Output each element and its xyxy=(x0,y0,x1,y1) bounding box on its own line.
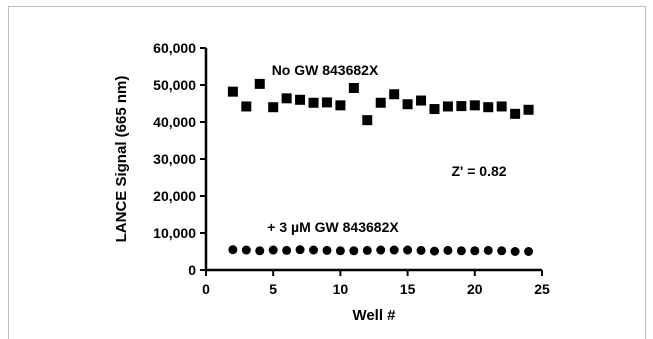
data-point-circle xyxy=(282,245,292,255)
data-point-square xyxy=(389,89,400,100)
data-point-square xyxy=(402,99,413,110)
data-point-circle xyxy=(255,246,265,256)
y-axis-title: LANCE Signal (665 nm) xyxy=(113,76,130,243)
data-point-square xyxy=(416,95,427,106)
x-ticks: 0 5 10 15 20 25 xyxy=(202,270,550,297)
data-point-square xyxy=(348,82,359,93)
data-point-circle xyxy=(322,245,332,255)
data-point-circle xyxy=(228,245,238,255)
data-point-circle xyxy=(456,246,466,256)
y-ticks: 0 10,000 20,000 30,000 40,000 50,000 60,000 xyxy=(153,40,206,278)
data-point-circle xyxy=(429,246,439,256)
data-point-square xyxy=(268,102,279,113)
data-point-square xyxy=(254,78,265,89)
data-point-square xyxy=(469,100,480,111)
x-tick-label: 25 xyxy=(534,281,550,297)
data-point-circle xyxy=(416,245,426,255)
data-point-circle xyxy=(524,247,534,256)
x-tick-label: 0 xyxy=(202,281,210,297)
data-point-circle xyxy=(443,245,453,255)
data-point-circle xyxy=(403,245,413,255)
data-point-square xyxy=(442,101,453,112)
data-point-square xyxy=(510,108,521,119)
series-label-no-gw: No GW 843682X xyxy=(272,62,379,78)
data-point-square xyxy=(241,101,252,112)
x-tick-label: 15 xyxy=(400,281,416,297)
data-point-circle xyxy=(510,247,520,256)
data-point-circle xyxy=(295,245,305,255)
data-point-square xyxy=(456,101,467,112)
x-tick-label: 5 xyxy=(269,281,277,297)
data-point-circle xyxy=(241,245,251,255)
data-point-square xyxy=(362,115,373,126)
data-point-square xyxy=(483,102,494,113)
figure-frame xyxy=(8,6,646,339)
data-point-circle xyxy=(268,245,278,255)
y-tick-label: 10,000 xyxy=(153,225,196,241)
series-layer xyxy=(227,78,534,256)
data-point-circle xyxy=(483,245,493,255)
data-point-square xyxy=(375,97,386,108)
x-axis-title: Well # xyxy=(352,307,396,324)
data-point-square xyxy=(496,101,507,112)
y-tick-label: 20,000 xyxy=(153,188,196,204)
x-tick-label: 20 xyxy=(467,281,483,297)
series-no-gw xyxy=(227,78,534,126)
data-point-circle xyxy=(362,245,372,255)
y-tick-label: 30,000 xyxy=(153,151,196,167)
data-point-square xyxy=(335,100,346,111)
series-plus-gw xyxy=(228,245,534,256)
data-point-square xyxy=(308,97,319,108)
data-point-circle xyxy=(309,245,319,255)
data-point-square xyxy=(429,104,440,115)
data-point-square xyxy=(523,104,534,115)
y-tick-label: 40,000 xyxy=(153,114,196,130)
y-tick-label: 60,000 xyxy=(153,40,196,56)
data-point-circle xyxy=(335,246,345,256)
data-point-circle xyxy=(376,245,386,255)
data-point-square xyxy=(281,93,292,104)
data-point-square xyxy=(321,97,332,108)
series-label-plus-gw: + 3 µM GW 843682X xyxy=(267,219,399,235)
data-point-circle xyxy=(497,246,507,256)
y-tick-label: 50,000 xyxy=(153,77,196,93)
x-tick-label: 10 xyxy=(333,281,349,297)
data-point-circle xyxy=(349,246,359,256)
y-tick-label: 0 xyxy=(188,262,196,278)
data-point-square xyxy=(295,94,306,105)
z-prime-annotation: Z' = 0.82 xyxy=(451,163,506,179)
data-point-circle xyxy=(470,246,480,256)
data-point-square xyxy=(227,86,238,97)
data-point-circle xyxy=(389,245,399,255)
